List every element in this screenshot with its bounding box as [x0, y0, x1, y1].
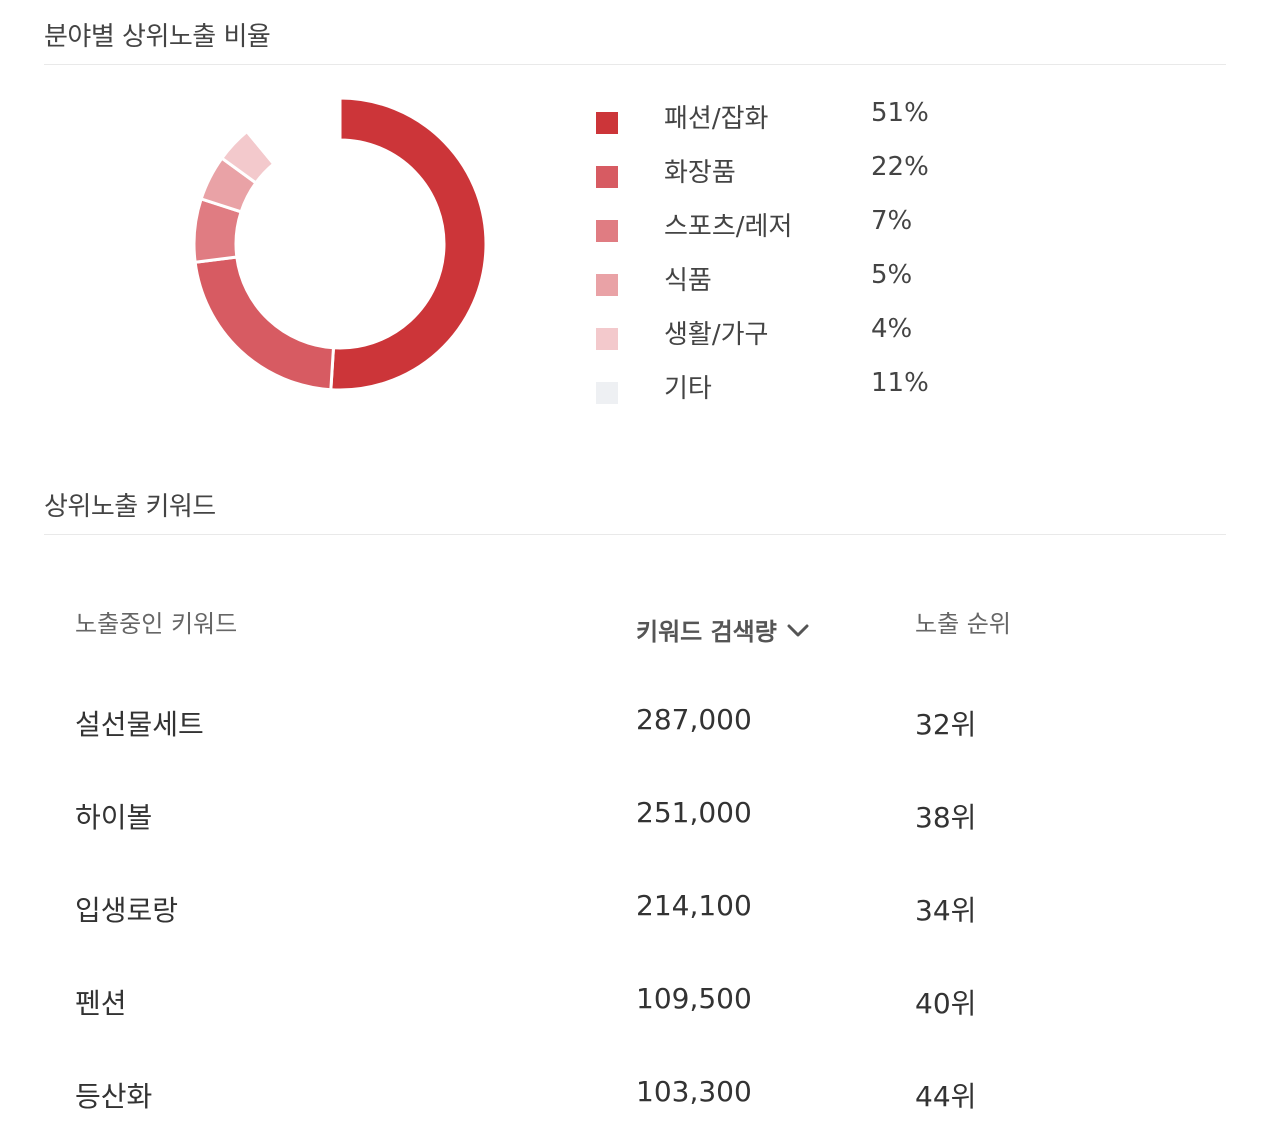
legend-label: 화장품 — [664, 158, 736, 188]
volume-cell: 287,000 — [636, 703, 752, 736]
rank-cell: 34위 — [915, 894, 977, 927]
legend-label: 식품 — [664, 266, 712, 296]
legend-label: 기타 — [664, 374, 712, 404]
donut-chart — [192, 96, 488, 392]
legend-swatch — [596, 166, 618, 188]
rank-cell: 40위 — [915, 987, 977, 1020]
section-title-category-ratio: 분야별 상위노출 비율 — [44, 22, 271, 52]
donut-slice — [244, 96, 342, 166]
legend-item: 화장품 22% — [594, 150, 994, 204]
table-row: 등산화 103,300 44위 — [0, 1075, 1280, 1135]
legend-value: 4% — [871, 314, 913, 344]
volume-cell: 103,300 — [636, 1075, 752, 1108]
keyword-cell: 설선물세트 — [75, 708, 204, 741]
legend-item: 기타 11% — [594, 366, 994, 420]
table-header: 노출중인 키워드 키워드 검색량 노출 순위 — [0, 602, 1280, 652]
legend-swatch — [596, 274, 618, 296]
keyword-cell: 펜션 — [75, 987, 127, 1020]
column-header-volume-label: 키워드 검색량 — [636, 618, 777, 646]
legend-item: 식품 5% — [594, 258, 994, 312]
table-row: 설선물세트 287,000 32위 — [0, 703, 1280, 763]
rank-cell: 38위 — [915, 801, 977, 834]
donut-slice — [193, 255, 336, 392]
volume-cell: 251,000 — [636, 796, 752, 829]
legend-swatch — [596, 382, 618, 404]
table-row: 하이볼 251,000 38위 — [0, 796, 1280, 856]
legend-value: 7% — [871, 206, 913, 236]
legend-item: 스포츠/레저 7% — [594, 204, 994, 258]
legend-value: 51% — [871, 98, 929, 128]
legend-value: 11% — [871, 368, 929, 398]
table-row: 입생로랑 214,100 34위 — [0, 889, 1280, 949]
legend-label: 스포츠/레저 — [664, 212, 793, 242]
legend-label: 패션/잡화 — [664, 104, 769, 134]
legend-label: 생활/가구 — [664, 320, 769, 350]
rank-cell: 32위 — [915, 708, 977, 741]
table-row: 펜션 109,500 40위 — [0, 982, 1280, 1042]
column-header-keyword: 노출중인 키워드 — [75, 610, 238, 638]
legend-item: 패션/잡화 51% — [594, 96, 994, 150]
legend-swatch — [596, 328, 618, 350]
keyword-cell: 하이볼 — [75, 801, 153, 834]
rank-cell: 44위 — [915, 1080, 977, 1113]
legend-swatch — [596, 220, 618, 242]
legend-swatch — [596, 112, 618, 134]
keyword-cell: 등산화 — [75, 1080, 153, 1113]
volume-cell: 109,500 — [636, 982, 752, 1015]
legend-value: 5% — [871, 260, 913, 290]
section-divider — [44, 534, 1226, 535]
donut-slice — [329, 96, 488, 392]
chevron-down-icon[interactable] — [787, 624, 809, 638]
chart-legend: 패션/잡화 51% 화장품 22% 스포츠/레저 7% 식품 5% 생활/가구 … — [594, 96, 994, 420]
legend-item: 생활/가구 4% — [594, 312, 994, 366]
section-title-top-keywords: 상위노출 키워드 — [44, 492, 216, 522]
legend-value: 22% — [871, 152, 929, 182]
volume-cell: 214,100 — [636, 889, 752, 922]
keyword-cell: 입생로랑 — [75, 894, 179, 927]
column-header-rank: 노출 순위 — [915, 610, 1011, 638]
column-header-volume-sort[interactable]: 키워드 검색량 — [636, 612, 809, 647]
section-divider — [44, 64, 1226, 65]
